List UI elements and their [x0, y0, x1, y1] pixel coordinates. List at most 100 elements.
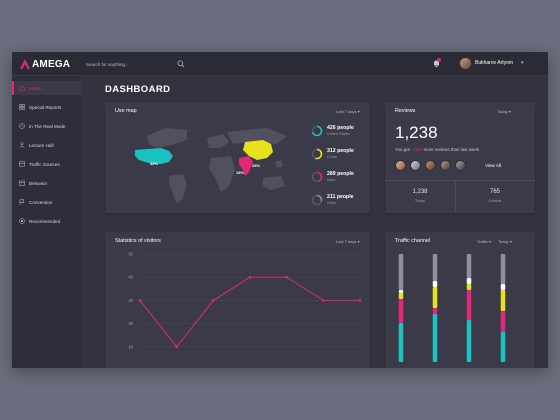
sidebar-item-label: In The Real Mode	[29, 123, 66, 129]
bar-segment	[466, 290, 472, 320]
y-tick-label: 10	[128, 344, 133, 349]
sidebar-item-lecture-hall[interactable]: Lecture Hall	[12, 138, 81, 152]
y-tick-label: 50	[128, 252, 133, 257]
filter-label: Last 7 days	[336, 239, 357, 244]
today-label: Today	[414, 199, 426, 203]
search-icon[interactable]	[177, 60, 185, 68]
divider	[455, 180, 456, 213]
view-all-link[interactable]: View All	[485, 163, 502, 168]
sidebar-item-special-reports[interactable]: Special Reports	[12, 100, 81, 114]
avatar[interactable]	[425, 160, 436, 171]
bar-segment	[500, 311, 506, 332]
bar-segment	[398, 299, 404, 323]
card-title: Reviews	[395, 108, 416, 114]
flag-icon	[19, 199, 25, 205]
bar-segment	[500, 284, 506, 290]
visitors-card: 0 10 20 30 40 50 25 Aug 27 Aug 28 Aug 29 Aug 30 Au…	[105, 232, 370, 368]
x-tick-label: 12 AM	[463, 367, 474, 368]
sidebar-item-real-mode[interactable]: In The Real Mode	[12, 119, 81, 133]
traffic-filter[interactable]: Traffic ▾	[477, 239, 491, 244]
stat-country: United States	[327, 132, 350, 136]
data-point	[285, 275, 288, 279]
progress-ring	[311, 194, 323, 206]
bar-segment	[466, 254, 472, 278]
avatar[interactable]	[410, 160, 421, 171]
period-filter[interactable]: Today ▾	[497, 109, 511, 114]
data-point	[212, 299, 215, 302]
bar-segment	[466, 320, 472, 362]
sidebar-item-label: Recommended	[29, 218, 61, 224]
search-input[interactable]	[86, 58, 170, 70]
chevron-down-icon: ▾	[489, 239, 492, 244]
period-filter[interactable]: Last 7 days ▾	[336, 239, 360, 244]
reviews-total: 1,238	[395, 123, 438, 142]
traffic-channel-card: 12 PM 12 AM 12 AM 6 AM Direct Social Organic S…	[385, 232, 535, 368]
card-title: Traffic channel	[395, 238, 431, 244]
logo-mark-icon	[20, 59, 30, 69]
y-tick-label: 0	[131, 368, 134, 369]
data-point	[358, 299, 362, 302]
sidebar-item-behavior[interactable]: Behavior	[12, 176, 81, 190]
filter-label: Last 7 days	[336, 109, 357, 114]
logo-text: AMEGA	[32, 58, 71, 70]
y-tick-label: 30	[128, 298, 133, 303]
period-filter[interactable]: Today ▾	[498, 239, 512, 244]
country-stat: 211 people Other	[311, 193, 369, 213]
sidebar-item-label: Home	[29, 85, 42, 91]
avatar[interactable]	[395, 160, 406, 171]
page-title: DASHBOARD	[105, 84, 171, 95]
stat-value: 289 people	[327, 171, 354, 177]
person-icon	[19, 142, 25, 148]
period-filter[interactable]: Last 7 days ▾	[336, 109, 360, 114]
avatar[interactable]	[455, 160, 466, 171]
chevron-down-icon: ▾	[509, 239, 512, 244]
dashboard-window: AMEGA Bukharov Artyom ▾ Home Special Rep…	[12, 52, 548, 368]
card-title: Use map	[115, 108, 137, 114]
sidebar-item-traffic-sources[interactable]: Traffic Sources	[12, 157, 81, 171]
sidebar: Home Special Reports In The Real Mode Le…	[12, 76, 81, 368]
stat-country: China	[327, 155, 337, 159]
sidebar-item-recommended[interactable]: Recommended	[12, 214, 81, 228]
chevron-down-icon[interactable]: ▾	[521, 60, 524, 66]
map-label-china: 28%	[252, 163, 261, 168]
bar-segment	[500, 254, 506, 284]
bar-segment	[432, 281, 438, 287]
filter-label: Today	[498, 239, 509, 244]
home-icon	[19, 85, 25, 91]
clock-icon	[19, 123, 25, 129]
chevron-down-icon: ▾	[357, 239, 360, 244]
data-point	[175, 345, 178, 349]
bar-segment	[398, 323, 404, 362]
avatar[interactable]	[440, 160, 451, 171]
calendar-icon	[19, 180, 25, 186]
stat-country: Other	[327, 201, 337, 205]
sidebar-item-conversion[interactable]: Conversion	[12, 195, 81, 209]
country-stat: 289 people India	[311, 170, 369, 190]
map-label-india: 18%	[236, 170, 245, 175]
top-bar: AMEGA Bukharov Artyom ▾	[12, 52, 548, 76]
bar-segment	[500, 290, 506, 311]
bar-segment	[432, 287, 438, 308]
y-tick-label: 20	[128, 321, 133, 326]
progress-ring	[311, 148, 323, 160]
world-map	[135, 128, 287, 204]
sidebar-item-home[interactable]: Home	[12, 81, 81, 95]
reviews-card: Reviews Today ▾ 1,238 You got +45% more …	[385, 102, 535, 213]
stat-value: 312 people	[327, 148, 354, 154]
use-map-card: Use map Last 7 days ▾ 42% 18% 28%	[105, 102, 370, 213]
progress-ring	[311, 171, 323, 183]
filter-label: Today	[497, 109, 508, 114]
divider	[385, 180, 535, 181]
logo[interactable]: AMEGA	[19, 57, 70, 71]
country-stat: 312 people China	[311, 147, 369, 167]
data-point	[322, 299, 325, 302]
sidebar-item-label: Lecture Hall	[29, 142, 54, 148]
y-tick-label: 40	[128, 275, 133, 280]
outside-value: 765	[489, 189, 500, 195]
user-name[interactable]: Bukharov Artyom	[475, 60, 514, 66]
bar-segment	[398, 290, 404, 293]
country-stat: 426 people United States	[311, 124, 369, 144]
avatar[interactable]	[460, 58, 471, 69]
